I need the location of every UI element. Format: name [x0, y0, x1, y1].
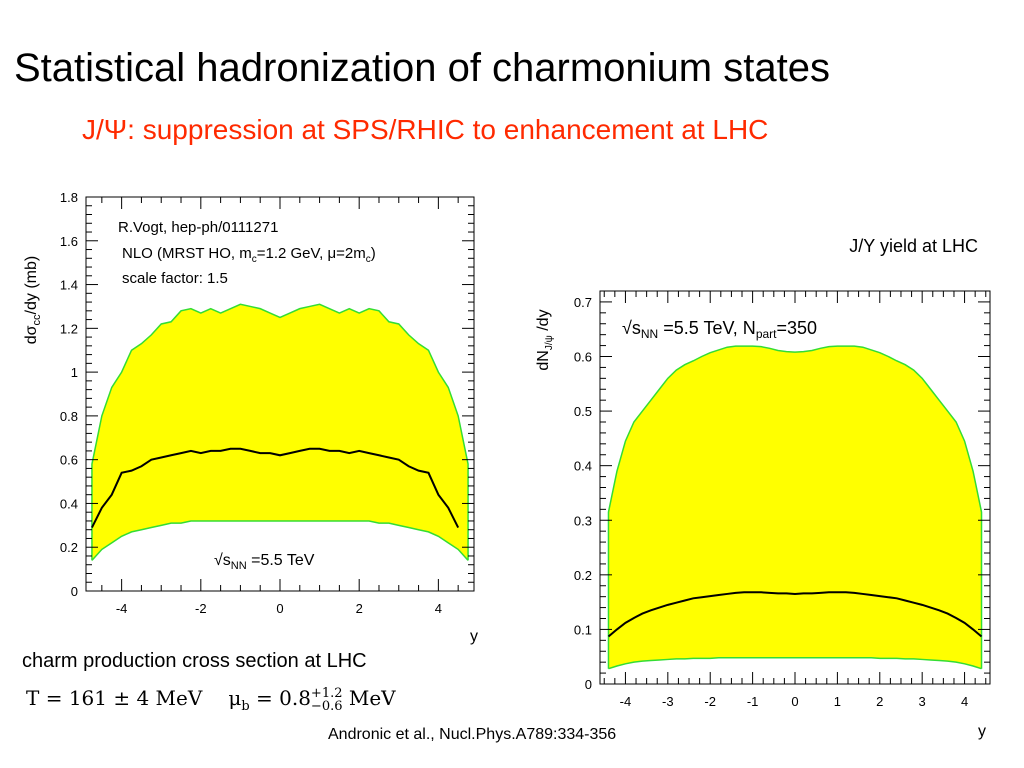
right-xlabel: y: [978, 723, 986, 740]
reference-citation: Andronic et al., Nucl.Phys.A789:334-356: [328, 726, 617, 743]
right-ytick-label: 0.2: [574, 568, 592, 583]
left-xtick-label: 0: [276, 601, 283, 616]
left-ytick-label: 1.2: [60, 321, 78, 336]
mu-b-subscript: b: [241, 699, 250, 714]
page-title: Statistical hadronization of charmonium …: [14, 46, 830, 90]
left-lower-edge: [91, 520, 469, 561]
left-upper-edge: [91, 303, 469, 561]
left-band-fill: [91, 304, 469, 561]
right-plot-area: [607, 345, 983, 670]
left-ylabel: dσcc/dy (mb): [23, 256, 43, 344]
right-ytick-label: 0: [585, 677, 592, 692]
mu-b-minus-error: −0.6: [310, 698, 343, 714]
left-ytick-label: 1.6: [60, 234, 78, 249]
left-annotation-nlo: NLO (MRST HO, mc=1.2 GeV, μ=2mc): [122, 245, 376, 265]
left-ytick-label: 0.4: [60, 496, 78, 511]
right-xtick-label: -1: [747, 694, 759, 709]
right-ytick-label: 0.3: [574, 513, 592, 528]
right-xtick-label: -2: [704, 694, 716, 709]
right-xtick-label: 3: [919, 694, 926, 709]
left-ytick-label: 1: [71, 365, 78, 380]
left-annotation-energy: √sNN =5.5 TeV: [214, 552, 315, 572]
left-ytick-label: 0.8: [60, 409, 78, 424]
left-plot-area: [91, 303, 469, 561]
right-xtick-label: 2: [876, 694, 883, 709]
left-central-line: [91, 447, 460, 528]
left-ytick-label: 0.6: [60, 453, 78, 468]
mu-b-plus-error: +1.2: [310, 685, 343, 701]
right-xtick-label: -3: [662, 694, 674, 709]
right-xtick-label: 0: [791, 694, 798, 709]
left-ytick-label: 0.2: [60, 540, 78, 555]
right-lower-edge: [608, 657, 982, 670]
left-annotation-source: R.Vogt, hep-ph/0111271: [118, 219, 278, 236]
right-chart-title: J/Y yield at LHC: [849, 236, 978, 256]
right-ytick-label: 0.1: [574, 622, 592, 637]
page-subtitle: J/Ψ: suppression at SPS/RHIC to enhancem…: [82, 114, 769, 145]
left-chart: 0 0.2 0.4 0.6 0.8 1 1.2 1.4 1.6 1.8 -4 -2 0 2 4 dσcc/d…: [23, 190, 478, 645]
parameters-formula: T = 161 ± 4 MeV μb = 0.8 +1.2 −0.6 MeV: [26, 686, 396, 714]
left-axes: 0 0.2 0.4 0.6 0.8 1 1.2 1.4 1.6 1.8 -4 -2 0 2 4: [60, 190, 474, 616]
left-xtick-label: -2: [195, 601, 207, 616]
left-ytick-label: 1.8: [60, 190, 78, 205]
right-chart: 0 0.1 0.2 0.3 0.4 0.5 0.6 0.7 -4 -3 -2 -1 0 1 2 3 4 dNJ/…: [535, 236, 991, 740]
right-xtick-label: 4: [961, 694, 968, 709]
right-ytick-label: 0.6: [574, 350, 592, 365]
left-ytick-label: 0: [71, 584, 78, 599]
right-upper-edge: [607, 345, 983, 669]
left-chart-caption: charm production cross section at LHC: [22, 650, 367, 672]
left-xtick-label: -4: [116, 601, 128, 616]
mu-b-symbol: μ: [228, 686, 242, 710]
left-ytick-label: 1.4: [60, 278, 78, 293]
mu-b-unit: MeV: [342, 686, 396, 710]
right-xtick-label: -4: [620, 694, 632, 709]
temperature-value: T = 161 ± 4 MeV: [26, 686, 203, 710]
left-annotation-scale: scale factor: 1.5: [122, 270, 228, 287]
right-ylabel: dNJ/ψ /dy: [535, 309, 555, 370]
mu-b-value: = 0.8: [249, 686, 311, 710]
right-ytick-label: 0.5: [574, 404, 592, 419]
right-annotation-energy: √sNN =5.5 TeV, Npart=350: [622, 318, 817, 341]
right-central-line: [607, 591, 983, 638]
right-axes: 0 0.1 0.2 0.3 0.4 0.5 0.6 0.7 -4 -3 -2 -1 0 1 2 3 4: [574, 291, 990, 709]
left-xtick-label: 4: [435, 601, 442, 616]
left-xlabel: y: [470, 628, 478, 645]
right-band-fill: [608, 346, 982, 669]
right-ytick-label: 0.4: [574, 459, 592, 474]
left-xtick-label: 2: [356, 601, 363, 616]
right-xtick-label: 1: [834, 694, 841, 709]
right-ytick-label: 0.7: [574, 295, 592, 310]
